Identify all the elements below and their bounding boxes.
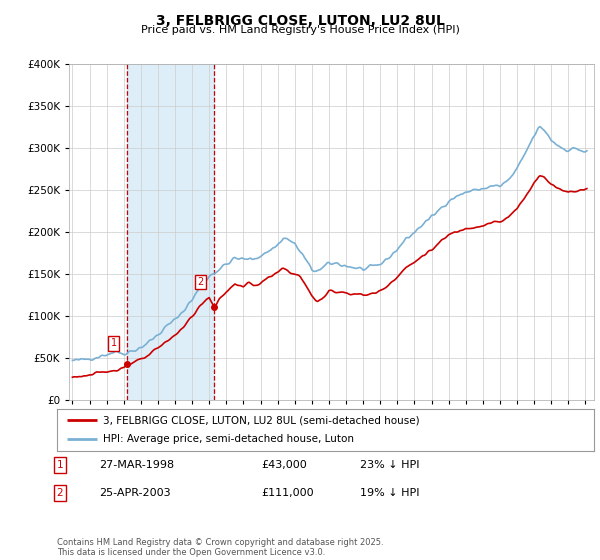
Text: 25-APR-2003: 25-APR-2003	[99, 488, 170, 498]
Text: 1: 1	[111, 338, 117, 348]
Text: 1: 1	[56, 460, 64, 470]
Text: Price paid vs. HM Land Registry's House Price Index (HPI): Price paid vs. HM Land Registry's House …	[140, 25, 460, 35]
Text: 27-MAR-1998: 27-MAR-1998	[99, 460, 174, 470]
Bar	[127, 64, 214, 400]
Text: 3, FELBRIGG CLOSE, LUTON, LU2 8UL (semi-detached house): 3, FELBRIGG CLOSE, LUTON, LU2 8UL (semi-…	[103, 415, 419, 425]
Text: 3, FELBRIGG CLOSE, LUTON, LU2 8UL: 3, FELBRIGG CLOSE, LUTON, LU2 8UL	[155, 14, 445, 28]
Text: 2: 2	[56, 488, 64, 498]
Text: £43,000: £43,000	[261, 460, 307, 470]
Text: 19% ↓ HPI: 19% ↓ HPI	[360, 488, 419, 498]
Text: Contains HM Land Registry data © Crown copyright and database right 2025.
This d: Contains HM Land Registry data © Crown c…	[57, 538, 383, 557]
Text: HPI: Average price, semi-detached house, Luton: HPI: Average price, semi-detached house,…	[103, 435, 353, 445]
Text: £111,000: £111,000	[261, 488, 314, 498]
Text: 2: 2	[197, 277, 204, 287]
Text: 23% ↓ HPI: 23% ↓ HPI	[360, 460, 419, 470]
